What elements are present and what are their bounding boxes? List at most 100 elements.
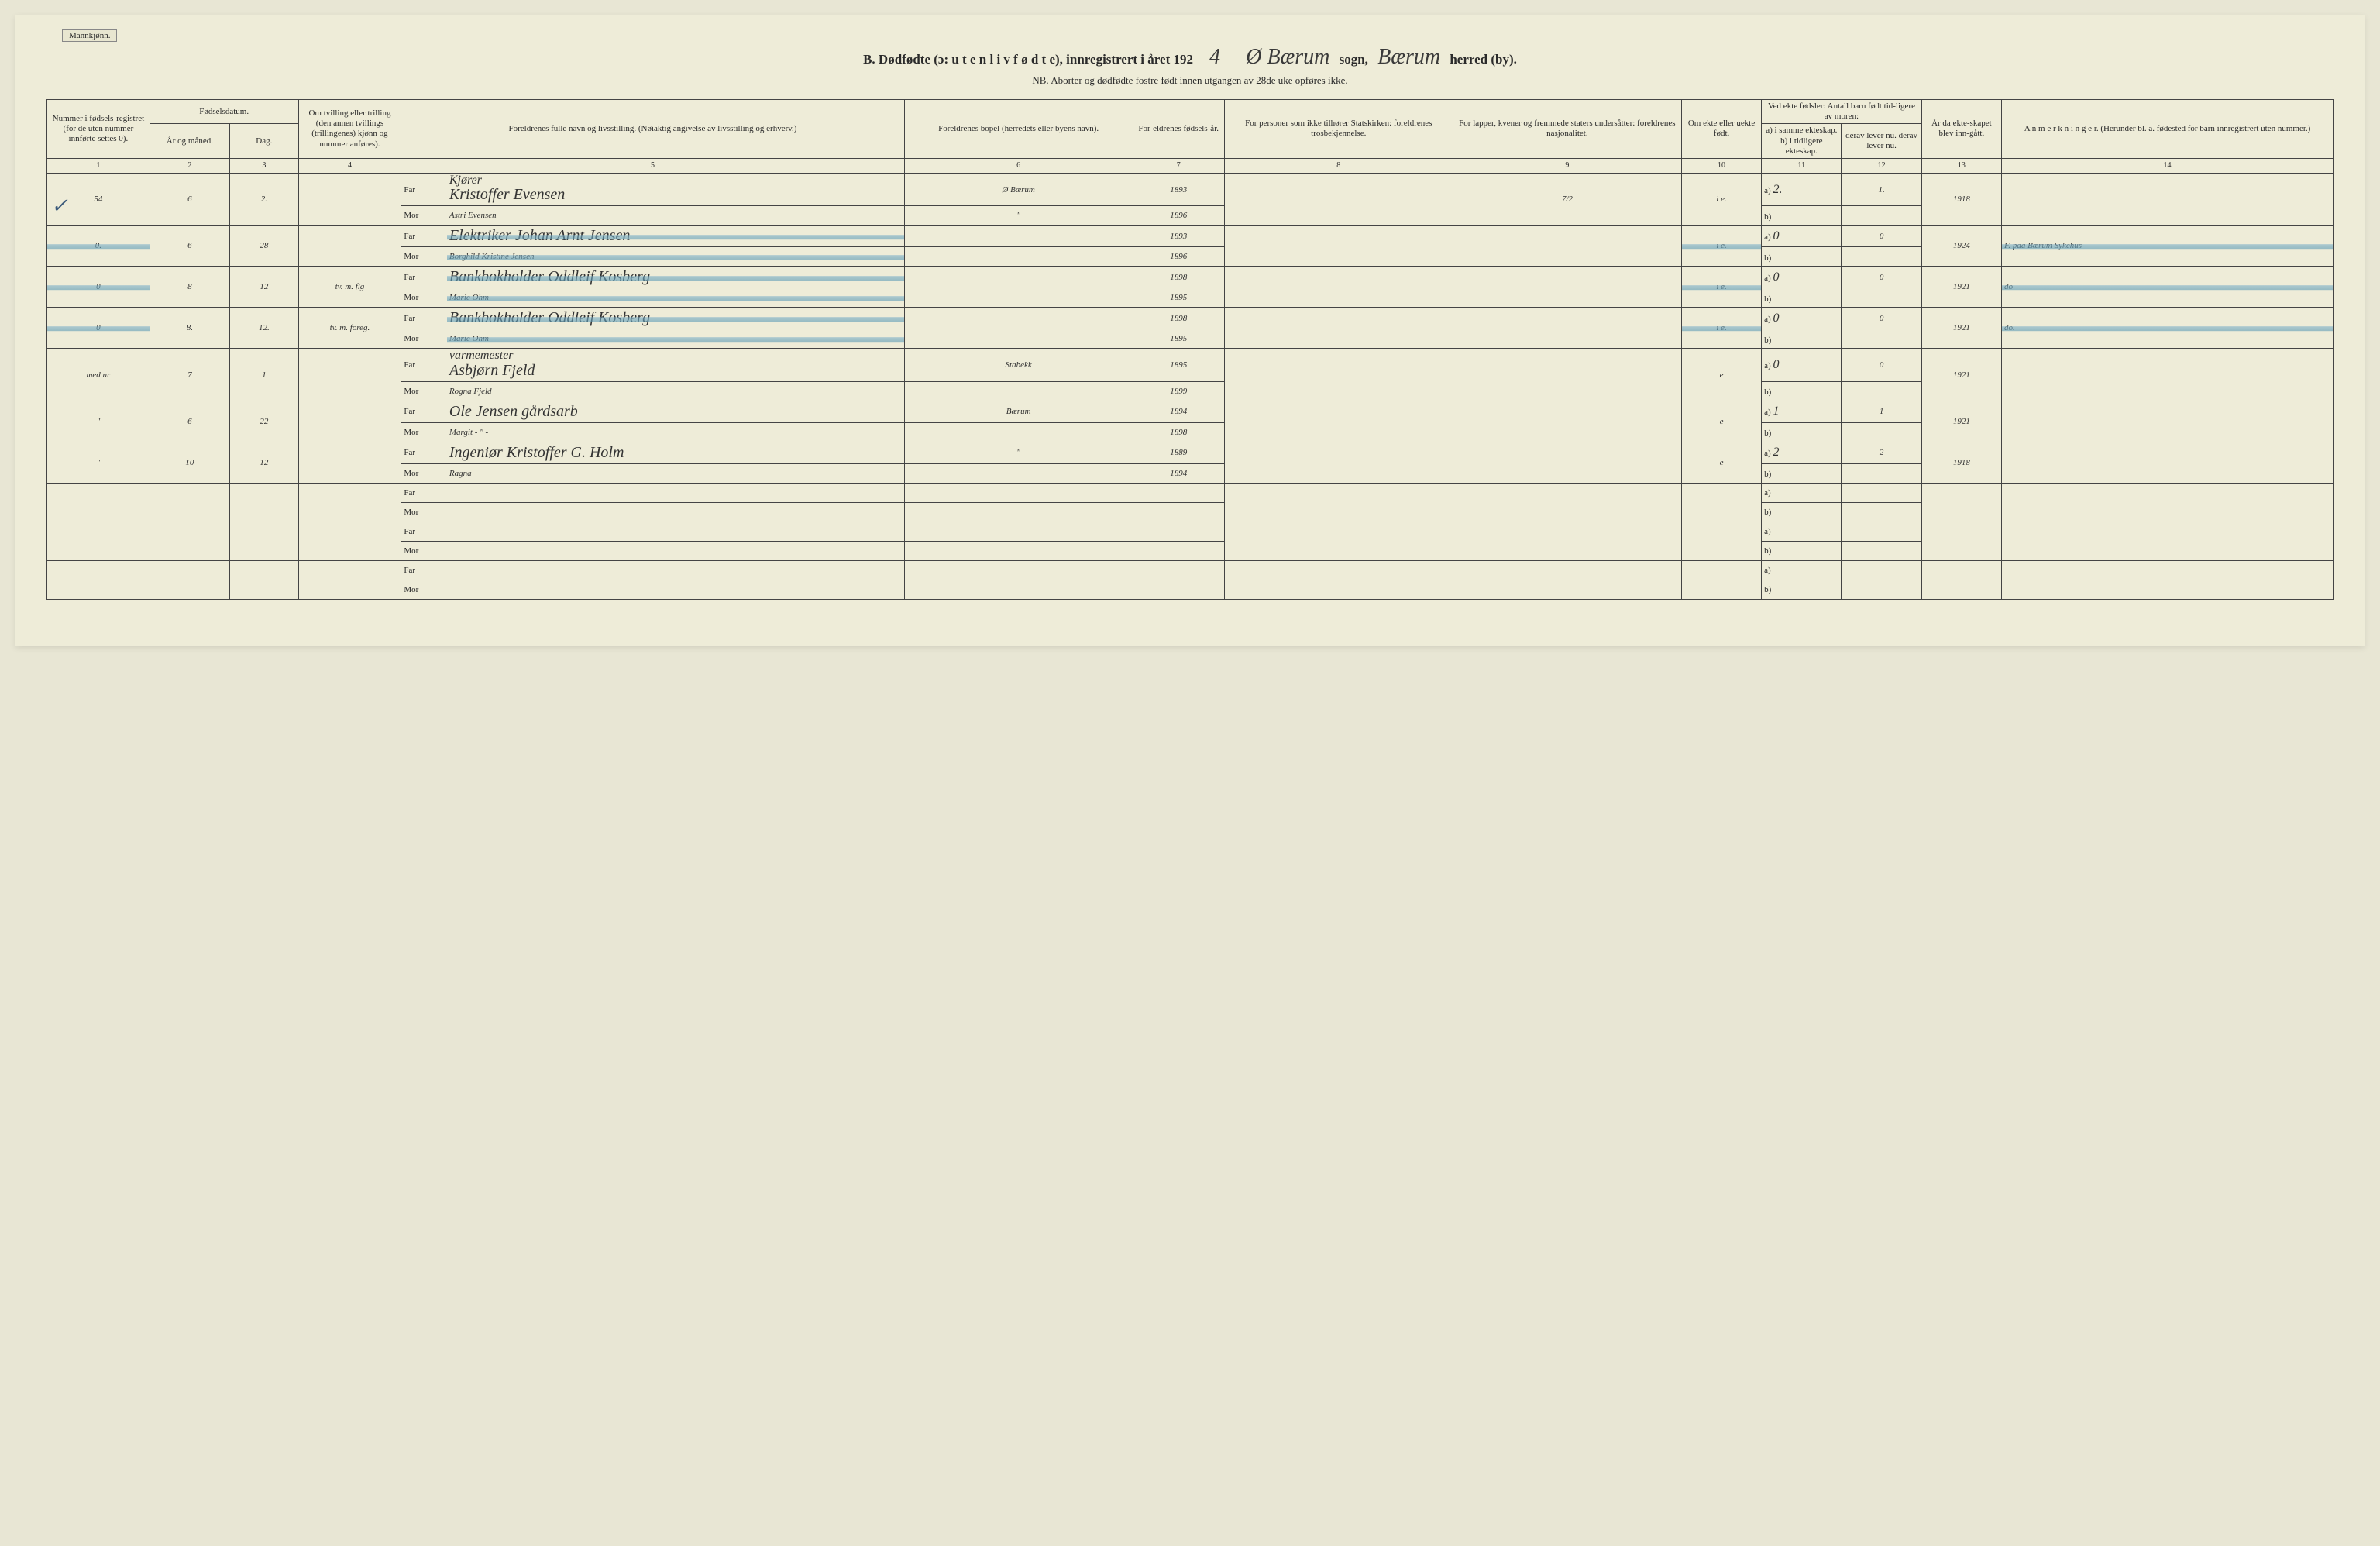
legitimate: e [1681, 442, 1761, 483]
marriage-year: 1921 [1921, 401, 2001, 442]
alive-a: 0 [1842, 226, 1921, 247]
nationality [1453, 308, 1681, 349]
count-a: a) 0 [1762, 267, 1842, 288]
alive-a: 1. [1842, 173, 1921, 205]
nationality [1453, 560, 1681, 599]
table-body: ✓5462.FarKjørerKristoffer EvensenØ Bærum… [47, 173, 2334, 599]
far-label: Far [401, 173, 447, 205]
far-label: Far [401, 442, 447, 463]
residence: — " — [904, 442, 1133, 463]
col-4-header: Om tvilling eller trilling (den annen tv… [298, 100, 401, 159]
nationality [1453, 483, 1681, 522]
legitimate [1681, 483, 1761, 522]
entry-number: ✓54 [47, 173, 150, 225]
residence-m [904, 329, 1133, 349]
marriage-year: 1918 [1921, 173, 2001, 225]
colnum: 2 [150, 158, 229, 173]
legitimate: i e. [1681, 267, 1761, 308]
father-birthyear: 1894 [1133, 401, 1224, 422]
count-a: a) 0 [1762, 226, 1842, 247]
faith [1224, 308, 1453, 349]
remarks [2002, 483, 2334, 522]
colnum: 8 [1224, 158, 1453, 173]
colnum: 4 [298, 158, 401, 173]
alive-a [1842, 560, 1921, 580]
mother-name: Borghild Kristine Jensen [447, 247, 904, 267]
colnum: 14 [2002, 158, 2334, 173]
year-digit: 4 [1193, 45, 1236, 70]
month: 8 [150, 267, 229, 308]
twin [298, 522, 401, 560]
count-b: b) [1762, 381, 1842, 401]
col-5-header: Foreldrenes fulle navn og livsstilling. … [401, 100, 904, 159]
count-a: a) 2. [1762, 173, 1842, 205]
entry-number: - " - [47, 442, 150, 483]
month: 6 [150, 226, 229, 267]
month [150, 560, 229, 599]
remarks [2002, 522, 2334, 560]
page-title: B. Dødfødte (ɔ: u t e n l i v f ø d t e)… [46, 45, 2334, 70]
far-label: Far [401, 226, 447, 247]
col-8-header: For personer som ikke tilhører Statskirk… [1224, 100, 1453, 159]
residence [904, 267, 1133, 288]
father-birthyear: 1895 [1133, 349, 1224, 381]
header-suffix: herred (by). [1450, 52, 1517, 67]
nationality [1453, 442, 1681, 483]
count-b: b) [1762, 580, 1842, 599]
alive-b [1842, 288, 1921, 308]
month: 6 [150, 401, 229, 442]
alive-a: 0 [1842, 267, 1921, 288]
far-label: Far [401, 349, 447, 381]
count-a: a) [1762, 483, 1842, 502]
col-11-header: a) i samme ekteskap. b) i tidligere ekte… [1762, 124, 1842, 159]
mother-name [447, 580, 904, 599]
marriage-year [1921, 483, 2001, 522]
colnum: 10 [1681, 158, 1761, 173]
register-page: Mannkjønn. B. Dødfødte (ɔ: u t e n l i v… [15, 15, 2365, 646]
day [230, 560, 299, 599]
residence-m [904, 580, 1133, 599]
twin [298, 401, 401, 442]
father-birthyear: 1898 [1133, 267, 1224, 288]
marriage-year: 1921 [1921, 349, 2001, 401]
col-11-group-header: Ved ekte fødsler: Antall barn født tid-l… [1762, 100, 1922, 124]
father-name: KjørerKristoffer Evensen [447, 173, 904, 205]
col-14-header: A n m e r k n i n g e r. (Herunder bl. a… [2002, 100, 2334, 159]
alive-b [1842, 541, 1921, 560]
colnum: 13 [1921, 158, 2001, 173]
day: 2. [230, 173, 299, 225]
day [230, 522, 299, 560]
father-birthyear [1133, 483, 1224, 502]
count-b: b) [1762, 541, 1842, 560]
mor-label: Mor [401, 247, 447, 267]
col-12-header: derav lever nu. derav lever nu. [1842, 124, 1921, 159]
count-a: a) [1762, 522, 1842, 541]
father-name [447, 522, 904, 541]
far-label: Far [401, 401, 447, 422]
father-birthyear: 1889 [1133, 442, 1224, 463]
colnum: 5 [401, 158, 904, 173]
father-name: Bankbokholder Oddleif Kosberg [447, 308, 904, 329]
alive-a: 0 [1842, 349, 1921, 381]
legitimate: i e. [1681, 226, 1761, 267]
col-13-header: År da ekte-skapet blev inn-gått. [1921, 100, 2001, 159]
count-a: a) 1 [1762, 401, 1842, 422]
nationality [1453, 267, 1681, 308]
legitimate: i e. [1681, 173, 1761, 225]
col-1-header: Nummer i fødsels-registret (for de uten … [47, 100, 150, 159]
month [150, 483, 229, 522]
alive-b [1842, 247, 1921, 267]
alive-b [1842, 381, 1921, 401]
mother-name [447, 502, 904, 522]
register-table: Nummer i fødsels-registret (for de uten … [46, 99, 2334, 600]
twin [298, 226, 401, 267]
colnum: 7 [1133, 158, 1224, 173]
father-name: varmemesterAsbjørn Fjeld [447, 349, 904, 381]
mother-name: Rogna Fjeld [447, 381, 904, 401]
gender-tag: Mannkjønn. [62, 29, 117, 42]
nationality [1453, 522, 1681, 560]
colnum: 9 [1453, 158, 1681, 173]
residence-m [904, 381, 1133, 401]
marriage-year [1921, 522, 2001, 560]
mor-label: Mor [401, 206, 447, 226]
